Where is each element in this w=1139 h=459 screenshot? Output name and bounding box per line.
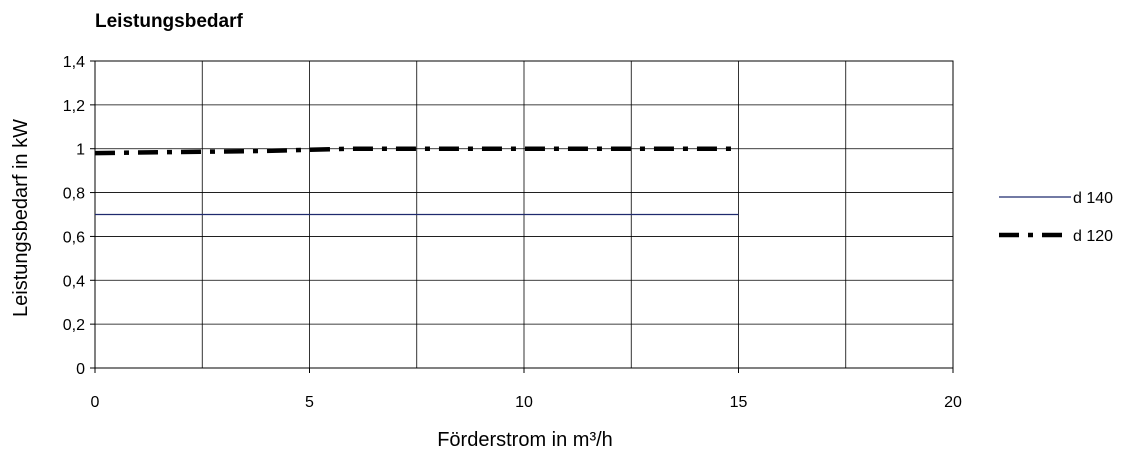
x-tick-label: 0 <box>91 394 100 411</box>
legend-item: d 140 <box>999 190 1113 207</box>
y-tick-label: 0,8 <box>63 186 85 203</box>
legend: d 140 d 120 <box>999 190 1113 245</box>
legend-item: d 120 <box>999 228 1113 245</box>
y-tick-label: 0,4 <box>63 273 85 290</box>
y-tick-label: 0,2 <box>63 317 85 334</box>
y-tick-label: 1 <box>76 142 85 159</box>
series-line-d-120 <box>94 146 739 156</box>
y-tick-label: 1,2 <box>63 98 85 115</box>
y-tick-label: 0,6 <box>63 229 85 246</box>
y-tick-label: 1,4 <box>63 54 85 71</box>
legend-label: d 140 <box>1073 190 1113 207</box>
x-tick-label: 15 <box>730 394 748 411</box>
chart-title: Leistungsbedarf <box>95 11 243 32</box>
x-tick-label: 20 <box>944 394 962 411</box>
x-axis-label: Förderstrom in m³/h <box>437 429 613 451</box>
y-axis-ticks: 0 0,2 0,4 0,6 0,8 1 1,2 1,4 <box>63 54 95 378</box>
legend-label: d 120 <box>1073 228 1113 245</box>
y-axis-label: Leistungsbedarf in kW <box>10 119 32 317</box>
x-tick-label: 5 <box>305 394 314 411</box>
x-axis-ticks: 0 5 10 15 20 <box>91 368 962 411</box>
x-tick-label: 10 <box>515 394 533 411</box>
y-tick-label: 0 <box>76 361 85 378</box>
series-lines <box>94 146 739 216</box>
